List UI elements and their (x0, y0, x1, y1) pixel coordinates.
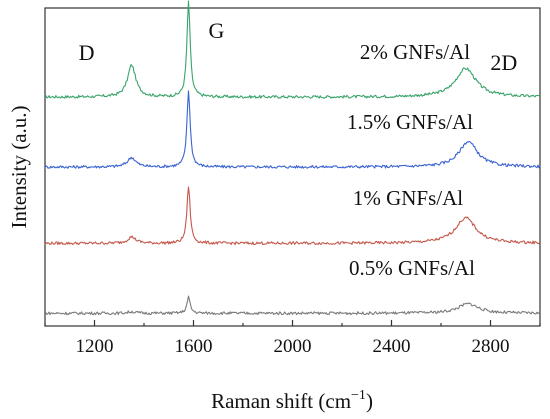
series-line-3 (44, 186, 541, 246)
labels-layer: 2% GNFs/Al 1.5% GNFs/Al 1% GNFs/Al 0.5% GNF… (347, 40, 475, 280)
series-label-2: 1.5% GNFs/Al (347, 110, 473, 134)
peak-label-2d: 2D (490, 50, 517, 75)
series-line-4 (44, 295, 541, 316)
x-tick-label: 1200 (76, 336, 114, 357)
series-label-4: 0.5% GNFs/Al (349, 256, 475, 280)
series-line-1 (44, 0, 541, 99)
series-label-3: 1% GNFs/Al (353, 186, 463, 210)
series-label-1: 2% GNFs/Al (360, 40, 470, 64)
x-tick-label: 2400 (373, 336, 411, 357)
x-tick-label: 1600 (175, 336, 213, 357)
peak-label-d: D (79, 40, 95, 65)
y-axis-title: Intensity (a.u.) (7, 105, 31, 228)
series-layer (44, 0, 541, 316)
peak-labels: D G 2D (79, 18, 518, 75)
series-line-2 (44, 90, 541, 169)
x-ticks: 1200 1600 2000 2400 2800 (44, 320, 541, 357)
x-tick-label: 2000 (274, 336, 312, 357)
peak-label-g: G (209, 18, 225, 43)
x-axis-title: Raman shift (cm−1) (211, 388, 373, 413)
x-tick-label: 2800 (472, 336, 510, 357)
